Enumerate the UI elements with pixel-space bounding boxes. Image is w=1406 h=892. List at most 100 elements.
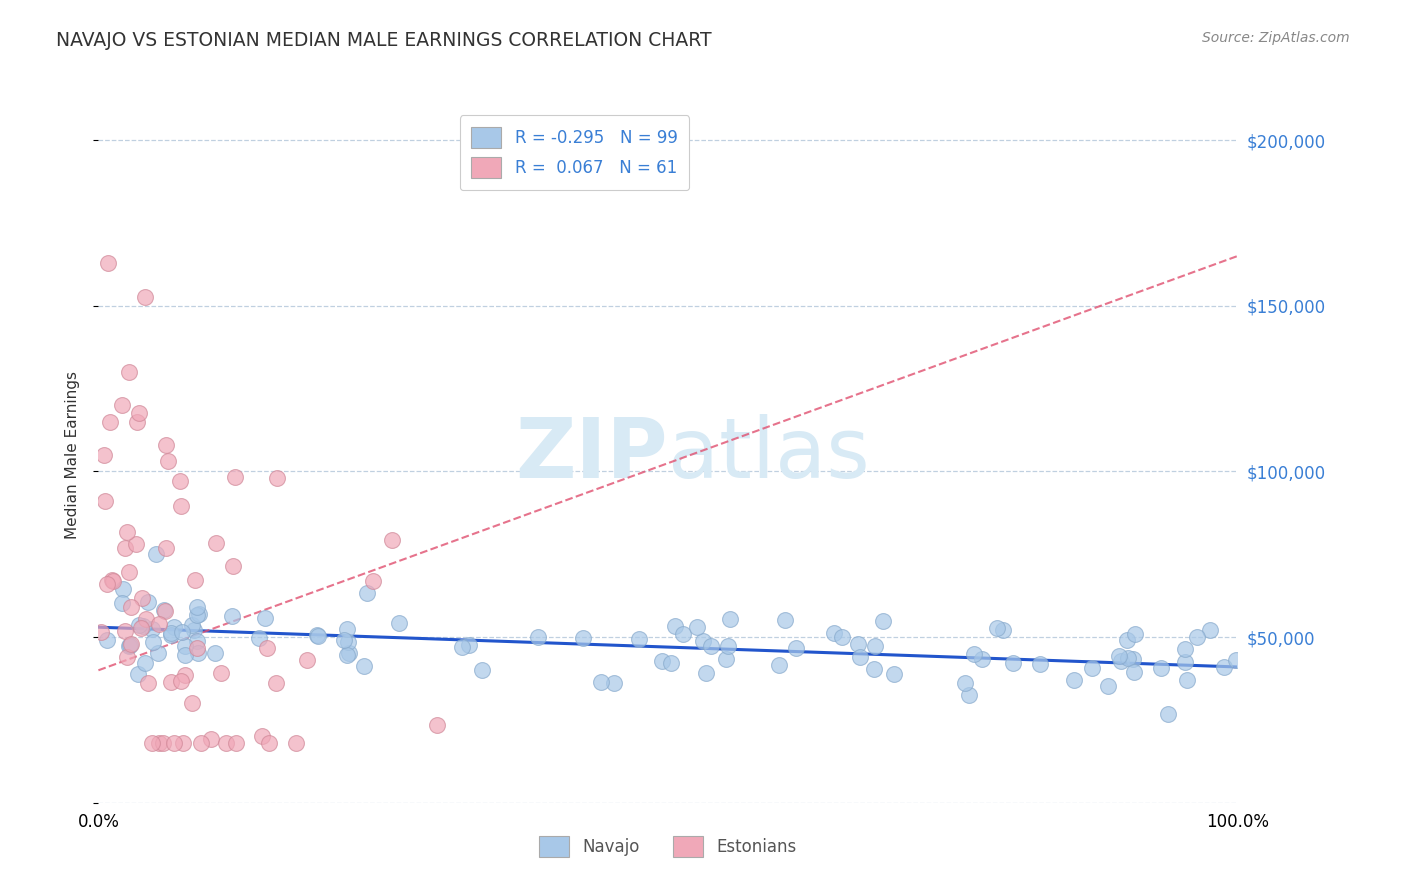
- Point: [1225, 653, 1247, 667]
- Point: [128, 406, 150, 420]
- Point: [1174, 655, 1197, 669]
- Point: [90, 624, 112, 639]
- Point: [1001, 656, 1024, 670]
- Point: [170, 674, 193, 689]
- Y-axis label: Median Male Earnings: Median Male Earnings: [65, 371, 80, 539]
- Point: [247, 631, 270, 645]
- Point: [221, 608, 243, 623]
- Point: [111, 398, 134, 412]
- Point: [1199, 623, 1222, 637]
- Point: [336, 623, 359, 637]
- Point: [204, 536, 226, 550]
- Point: [135, 612, 157, 626]
- Point: [426, 717, 449, 731]
- Point: [172, 736, 194, 750]
- Point: [1108, 649, 1130, 664]
- Point: [118, 365, 141, 379]
- Point: [96, 632, 118, 647]
- Point: [661, 656, 683, 670]
- Point: [222, 559, 245, 574]
- Point: [138, 676, 160, 690]
- Point: [134, 656, 156, 670]
- Point: [307, 629, 329, 643]
- Point: [128, 618, 150, 632]
- Point: [337, 647, 360, 661]
- Point: [651, 654, 673, 668]
- Point: [115, 649, 138, 664]
- Point: [155, 438, 177, 452]
- Point: [336, 648, 359, 663]
- Point: [883, 667, 905, 681]
- Point: [148, 646, 170, 660]
- Point: [254, 611, 277, 625]
- Point: [188, 607, 211, 621]
- Point: [785, 640, 807, 655]
- Point: [823, 626, 845, 640]
- Point: [250, 729, 273, 743]
- Point: [114, 541, 136, 555]
- Point: [955, 675, 977, 690]
- Point: [266, 471, 288, 485]
- Point: [862, 662, 884, 676]
- Point: [773, 613, 796, 627]
- Point: [225, 736, 247, 750]
- Point: [387, 615, 409, 630]
- Point: [224, 469, 246, 483]
- Point: [846, 637, 869, 651]
- Point: [664, 619, 686, 633]
- Point: [117, 565, 139, 579]
- Point: [160, 625, 183, 640]
- Point: [98, 415, 121, 429]
- Point: [284, 736, 307, 750]
- Point: [353, 659, 375, 673]
- Point: [1097, 680, 1119, 694]
- Point: [1063, 673, 1085, 687]
- Point: [125, 537, 148, 551]
- Point: [672, 627, 695, 641]
- Point: [142, 635, 165, 649]
- Point: [872, 614, 894, 628]
- Point: [451, 640, 474, 655]
- Point: [155, 541, 177, 555]
- Point: [1029, 657, 1052, 671]
- Point: [1123, 626, 1146, 640]
- Point: [699, 640, 721, 654]
- Point: [1150, 660, 1173, 674]
- Point: [1174, 641, 1197, 656]
- Point: [118, 638, 141, 652]
- Point: [118, 639, 141, 653]
- Point: [101, 574, 124, 588]
- Point: [153, 603, 176, 617]
- Point: [111, 596, 134, 610]
- Point: [1175, 673, 1198, 688]
- Point: [589, 674, 612, 689]
- Point: [305, 628, 328, 642]
- Point: [259, 736, 281, 750]
- Point: [256, 641, 278, 656]
- Text: ZIP: ZIP: [516, 415, 668, 495]
- Text: atlas: atlas: [668, 415, 869, 495]
- Point: [152, 736, 174, 750]
- Point: [381, 533, 404, 547]
- Point: [714, 652, 737, 666]
- Point: [1116, 651, 1139, 665]
- Point: [94, 494, 117, 508]
- Point: [136, 595, 159, 609]
- Point: [332, 633, 354, 648]
- Point: [184, 574, 207, 588]
- Point: [183, 623, 205, 637]
- Point: [527, 630, 550, 644]
- Point: [174, 668, 197, 682]
- Point: [148, 736, 170, 750]
- Point: [849, 650, 872, 665]
- Point: [186, 641, 208, 656]
- Point: [93, 448, 115, 462]
- Point: [200, 732, 222, 747]
- Point: [692, 634, 714, 648]
- Point: [695, 666, 717, 681]
- Point: [993, 623, 1015, 637]
- Point: [1185, 630, 1208, 644]
- Point: [169, 475, 191, 489]
- Point: [96, 577, 118, 591]
- Point: [361, 574, 384, 589]
